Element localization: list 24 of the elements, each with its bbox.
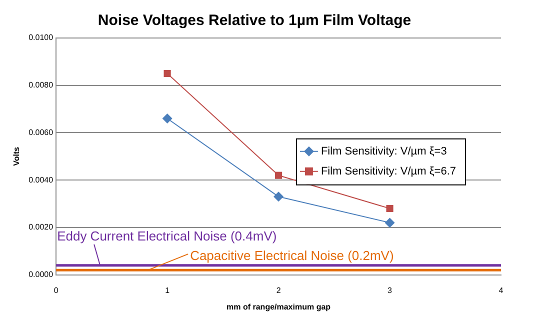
y-tick-label: 0.0100 xyxy=(28,33,54,42)
x-tick-label: 2 xyxy=(276,286,282,295)
y-tick-label: 0.0020 xyxy=(28,222,54,232)
y-tick-label: 0.0080 xyxy=(28,80,54,90)
legend-label: Film Sensitivity: V/µm ξ=6.7 xyxy=(320,165,456,178)
y-axis-title: Volts xyxy=(12,146,22,166)
point xyxy=(162,114,172,124)
x-tick-label: 1 xyxy=(165,286,170,295)
x-axis-title: mm of range/maximum gap xyxy=(226,302,331,312)
x-tick-label: 4 xyxy=(498,286,504,295)
point xyxy=(275,172,282,179)
x-tick-label: 3 xyxy=(388,286,393,295)
legend-label: Film Sensitivity: V/µm ξ=3 xyxy=(320,145,447,158)
y-tick-label: 0.0000 xyxy=(28,270,54,280)
point xyxy=(386,204,394,212)
y-tick-label: 0.0040 xyxy=(28,175,54,184)
y-tick-label: 0.0060 xyxy=(28,128,54,137)
ref-line-label: Eddy Current Electrical Noise (0.4mV) xyxy=(57,228,277,244)
x-tick-label: 0 xyxy=(54,286,59,295)
point xyxy=(384,218,395,228)
point xyxy=(164,70,171,78)
legend-label: Capacitive Electrical Noise (0.2mV) xyxy=(190,248,394,264)
chart-title: Noise Voltages Relative to 1µm Film Voltage xyxy=(98,12,412,30)
point xyxy=(274,192,284,202)
